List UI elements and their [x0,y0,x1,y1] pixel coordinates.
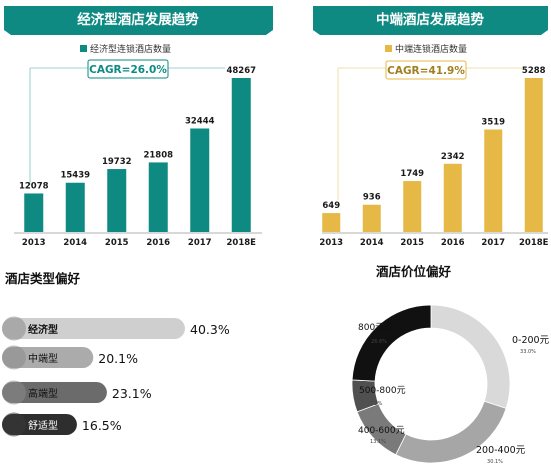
hotel-type-bar [2,318,185,339]
economy-bar [24,193,44,232]
midscale-bar [403,181,422,232]
price-donut-value-label: 26.6% [371,339,387,345]
price-donut-value-label: 33.0% [520,349,536,355]
midscale-value-label: 649 [322,201,340,211]
economy-cagr-label: CAGR=26.0% [89,64,167,76]
midscale-value-label: 5288 [522,66,546,76]
hotel-type-bar [2,347,94,368]
midscale-cagr-label: CAGR=41.9% [387,65,465,77]
hotel-type-bar-cap [2,345,26,370]
midscale-bar [524,78,543,232]
hotel-type-category-label: 经济型 [28,323,58,336]
hotel-type-panel: 酒店类型偏好 经济型 40.3% 中端型 20.1% 高端型 23.1% 舒适型 16.5% [2,271,230,437]
price-donut-value-label: 13.1% [370,439,386,445]
economy-value-label: 19732 [102,157,132,167]
midscale-bar [362,204,381,232]
midscale-tick-label: 2016 [441,238,465,248]
economy-legend-label: 经济型连锁酒店数量 [90,43,171,55]
midscale-bar [443,163,462,232]
hotel-type-bar [2,382,107,403]
hotel-type-category-label: 中端型 [28,352,58,365]
economy-tick-label: 2014 [63,238,87,248]
price-donut-category-label: 500-800元 [359,386,406,396]
midscale-value-label: 3519 [481,118,505,128]
economy-bar [190,128,210,232]
midscale-tick-label: 2014 [360,238,384,248]
midscale-legend-swatch [385,45,392,52]
price-preference-panel: 酒店价位偏好 0-200元 33.0% 200-400元 30.1% 400-600元 1… [351,264,550,465]
economy-bar [231,78,251,232]
price-donut-value-label: 30.1% [487,459,503,465]
midscale-bar [322,213,341,232]
midscale-title-banner [313,6,548,35]
price-donut-value-label: 7.2% [370,401,383,407]
economy-tick-label: 2017 [188,238,212,248]
economy-tick-label: 2015 [105,238,129,248]
economy-legend-swatch [80,45,87,52]
hotel-type-value-label: 16.5% [82,418,122,433]
economy-value-label: 21808 [143,150,173,160]
price-preference-title: 酒店价位偏好 [376,264,452,279]
economy-bar [148,162,168,232]
hotel-type-value-label: 40.3% [190,322,230,337]
hotel-type-category-label: 舒适型 [28,419,58,432]
midscale-value-label: 936 [363,193,381,203]
price-donut-category-label: 400-600元 [358,426,405,436]
price-donut-slice [351,304,432,382]
economy-tick-label: 2016 [146,238,170,248]
midscale-chart-panel: 中端酒店发展趋势 中端连锁酒店数量 CAGR=41.9% 649 2013 936 2… [313,6,549,248]
economy-value-label: 48267 [226,66,256,76]
economy-chart-panel: 经济型酒店发展趋势 经济型连锁酒店数量 CAGR=26.0% 12078 2013… [4,6,273,248]
midscale-value-label: 2342 [441,152,465,162]
midscale-legend-label: 中端连锁酒店数量 [395,43,467,55]
midscale-tick-label: 2018E [519,238,549,248]
hotel-type-title: 酒店类型偏好 [5,271,81,286]
price-donut-category-label: 0-200元 [512,335,550,346]
midscale-tick-label: 2017 [481,238,505,248]
midscale-value-label: 1749 [400,169,424,179]
economy-tick-label: 2013 [22,238,46,248]
hotel-type-bar-cap [2,380,26,405]
midscale-tick-label: 2013 [319,238,343,248]
hotel-type-value-label: 23.1% [112,386,152,401]
economy-bar [107,169,127,232]
hotel-type-bar-cap [2,316,26,341]
midscale-cagr-box [385,60,467,80]
price-donut-category-label: 800元及以上 [358,322,411,333]
economy-value-label: 15439 [60,171,90,181]
hotel-type-category-label: 高端型 [28,387,58,400]
economy-value-label: 12078 [19,181,49,191]
midscale-tick-label: 2015 [400,238,424,248]
midscale-chart-title: 中端酒店发展趋势 [376,11,484,28]
economy-value-label: 32444 [185,116,215,126]
midscale-bar [484,129,503,232]
hotel-type-bar-cap [2,412,26,437]
economy-bar [65,182,85,232]
hotel-type-value-label: 20.1% [98,351,138,366]
economy-cagr-box [87,59,169,79]
price-donut-slice [430,304,511,409]
economy-title-banner [4,6,273,35]
economy-tick-label: 2018E [227,238,257,248]
price-donut-category-label: 200-400元 [476,445,526,456]
economy-chart-title: 经济型酒店发展趋势 [77,11,199,28]
